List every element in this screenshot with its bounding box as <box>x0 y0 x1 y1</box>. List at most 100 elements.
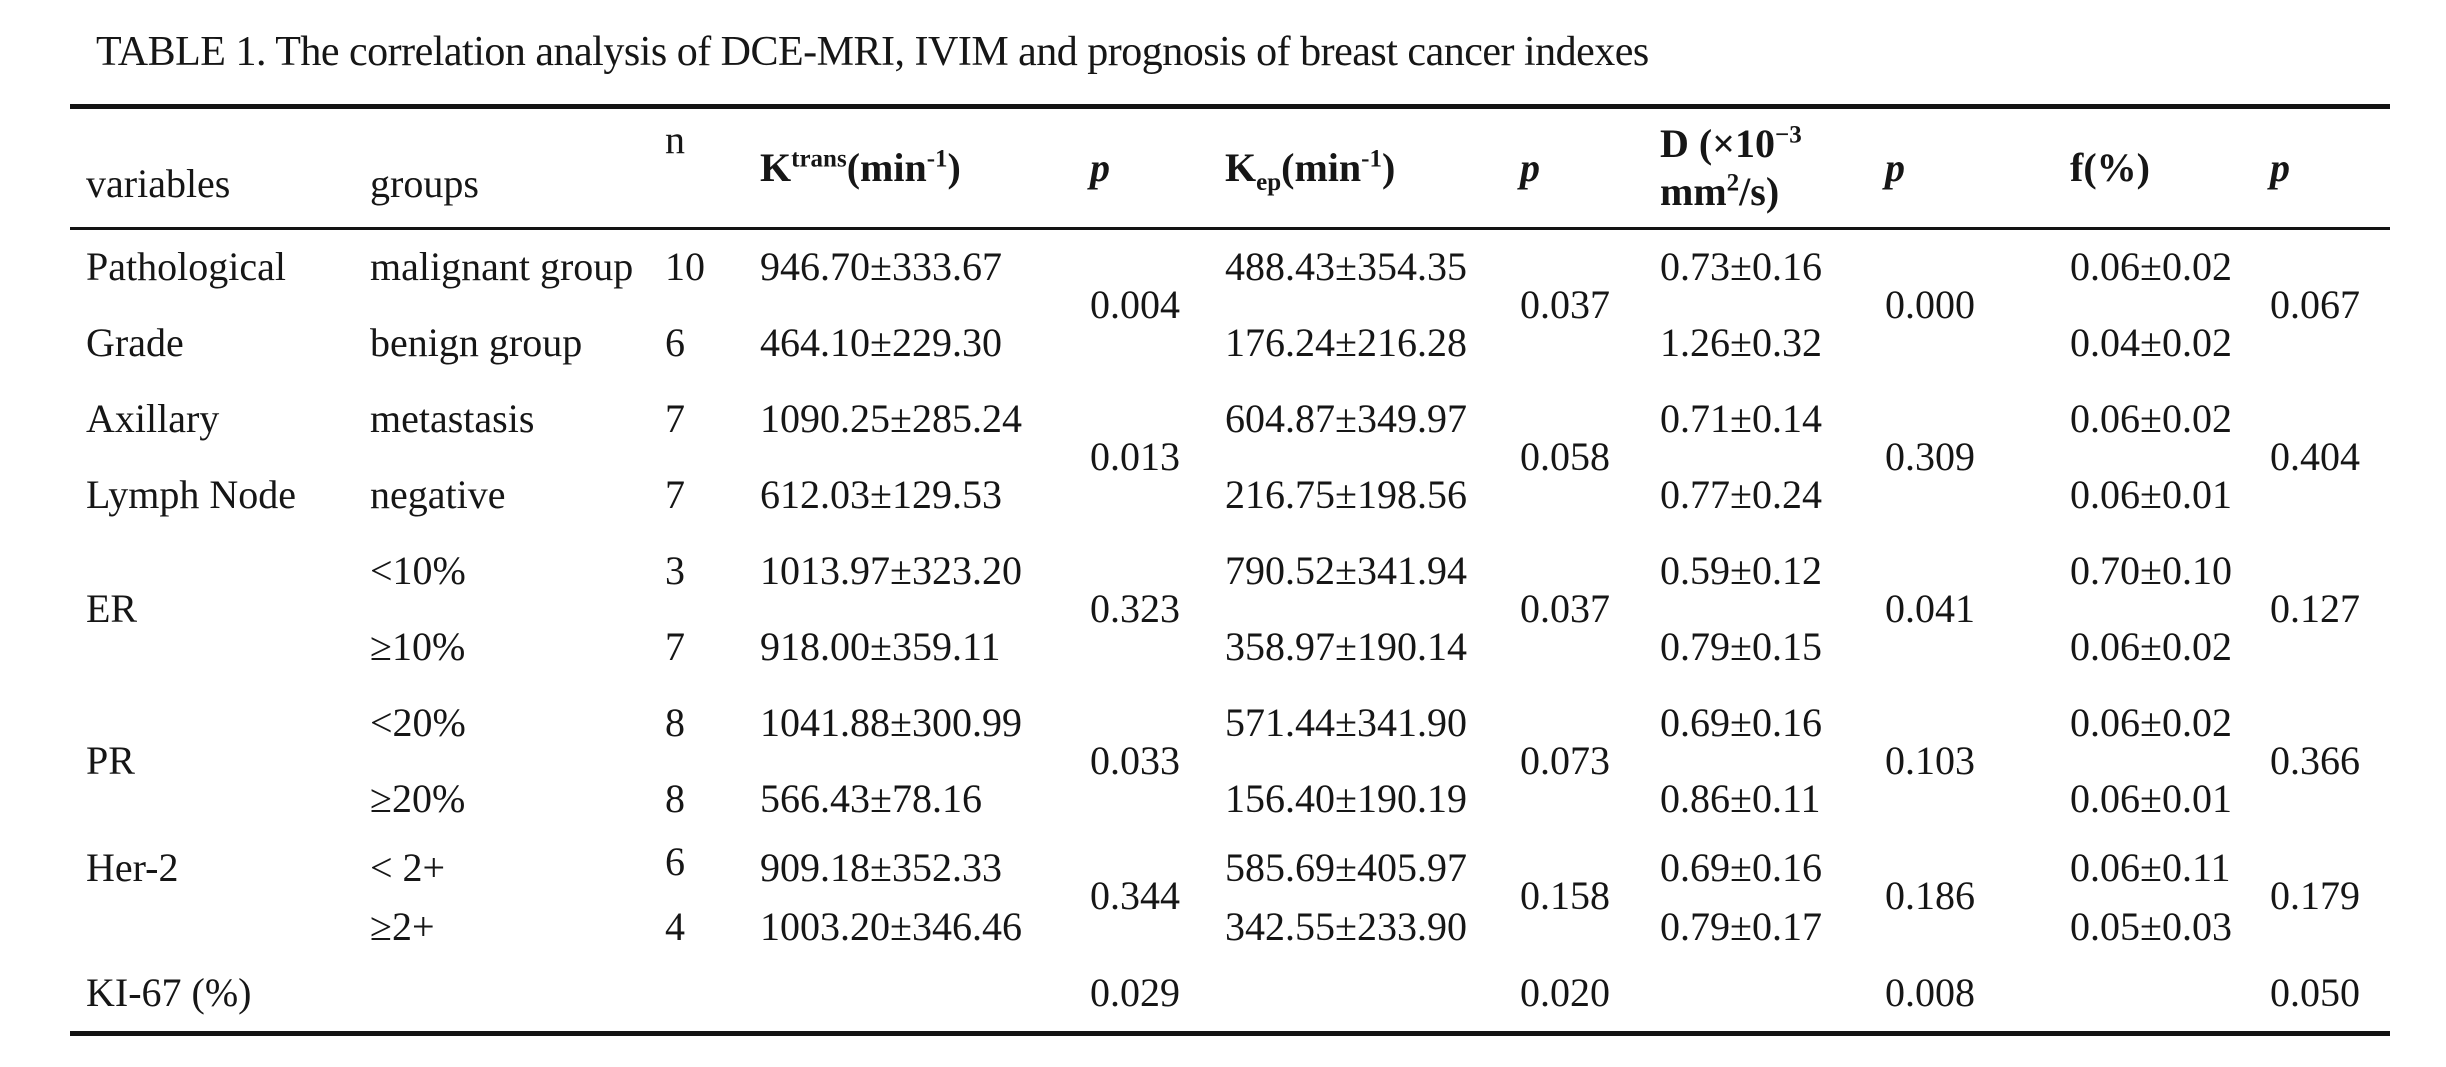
cell-f: 0.06±0.02 <box>2070 395 2232 441</box>
cell-p-kep: 0.058 <box>1520 433 1610 479</box>
cell-d: 0.59±0.12 <box>1660 547 1822 593</box>
header-row: variables groups n Ktrans(min-1) p Kep(m… <box>70 107 2390 229</box>
cell-variable: Lymph Node <box>86 471 296 517</box>
cell-group: ≥10% <box>370 623 466 669</box>
cell-f: 0.06±0.01 <box>2070 471 2232 517</box>
cell-n: 10 <box>665 244 705 290</box>
col-header-groups: groups <box>370 161 479 206</box>
cell-f: 0.06±0.02 <box>2070 699 2232 745</box>
col-header-variables: variables <box>86 161 231 206</box>
cell-kep: 176.24±216.28 <box>1225 319 1467 365</box>
cell-kep: 156.40±190.19 <box>1225 775 1467 821</box>
cell-p-d: 0.103 <box>1885 737 1975 783</box>
cell-empty <box>365 955 660 1034</box>
cell-p-f: 0.366 <box>2270 737 2360 783</box>
cell-variable: Her-2 <box>86 844 179 890</box>
cell-ktrans: 918.00±359.11 <box>760 623 1001 669</box>
kep-mid: (min <box>1281 145 1362 190</box>
cell-ktrans: 612.03±129.53 <box>760 471 1002 517</box>
d-header-line1: D (×10−3 <box>1660 120 1880 168</box>
cell-ktrans: 1041.88±300.99 <box>760 699 1022 745</box>
col-header-d: D (×10−3 mm2/s) <box>1655 107 1880 229</box>
kep-exp: -1 <box>1361 145 1382 173</box>
table-row: Pathological malignant group 10 946.70±3… <box>70 229 2390 327</box>
cell-kep: 571.44±341.90 <box>1225 699 1467 745</box>
ktrans-base: K <box>760 145 792 190</box>
d-header-line2: mm2/s) <box>1660 168 1880 216</box>
ktrans-mid: (min <box>846 145 927 190</box>
d-line2-base: mm <box>1660 169 1727 214</box>
cell-variable: ER <box>86 585 138 631</box>
cell-d: 0.86±0.11 <box>1660 775 1821 821</box>
cell-variable: KI-67 (%) <box>86 969 252 1015</box>
cell-f: 0.06±0.02 <box>2070 623 2232 669</box>
correlation-table: variables groups n Ktrans(min-1) p Kep(m… <box>70 104 2390 1036</box>
cell-p-f: 0.067 <box>2270 282 2360 328</box>
cell-ktrans: 909.18±352.33 <box>760 844 1002 890</box>
cell-f: 0.70±0.10 <box>2070 547 2232 593</box>
cell-group: metastasis <box>370 395 535 441</box>
col-header-p-f: p <box>2270 145 2290 190</box>
cell-group: negative <box>370 471 506 517</box>
cell-group: ≥2+ <box>370 903 435 949</box>
ktrans-sup: trans <box>791 145 847 173</box>
d-line2-rest: /s) <box>1739 169 1780 214</box>
cell-p-f: 0.404 <box>2270 433 2360 479</box>
cell-d: 0.71±0.14 <box>1660 395 1822 441</box>
cell-kep: 585.69±405.97 <box>1225 844 1467 890</box>
table-row: Grade benign group 6 464.10±229.30 176.2… <box>70 305 2390 381</box>
cell-p-ktrans: 0.013 <box>1090 433 1180 479</box>
d-line1-base: D (×10 <box>1660 121 1775 166</box>
cell-empty <box>1655 955 1880 1034</box>
cell-kep: 604.87±349.97 <box>1225 395 1467 441</box>
cell-n: 6 <box>665 319 685 365</box>
cell-variable: Grade <box>86 319 184 365</box>
table-row: PR <20% 8 1041.88±300.99 0.033 571.44±34… <box>70 685 2390 783</box>
cell-n: 7 <box>665 471 685 517</box>
cell-kep: 790.52±341.94 <box>1225 547 1467 593</box>
cell-ktrans: 1013.97±323.20 <box>760 547 1022 593</box>
cell-p-ktrans: 0.323 <box>1090 585 1180 631</box>
cell-ktrans: 464.10±229.30 <box>760 319 1002 365</box>
cell-d: 0.79±0.15 <box>1660 623 1822 669</box>
cell-n: 8 <box>665 699 685 745</box>
cell-p-kep: 0.037 <box>1520 282 1610 328</box>
col-header-p-ktrans: p <box>1090 145 1110 190</box>
cell-d: 1.26±0.32 <box>1660 319 1822 365</box>
cell-ktrans: 1090.25±285.24 <box>760 395 1022 441</box>
cell-p-f: 0.127 <box>2270 585 2360 631</box>
col-header-f: f(%) <box>2070 145 2150 190</box>
cell-p-f: 0.050 <box>2270 969 2360 1015</box>
kep-close: ) <box>1381 145 1396 190</box>
cell-n: 8 <box>665 775 685 821</box>
col-header-n: n <box>665 117 685 162</box>
cell-p-d: 0.008 <box>1885 969 1975 1015</box>
cell-group: <10% <box>370 547 466 593</box>
d-line2-sup: 2 <box>1726 169 1740 197</box>
cell-p-d: 0.041 <box>1885 585 1975 631</box>
table-row: KI-67 (%) 0.029 0.020 0.008 0.050 <box>70 955 2390 1034</box>
table-row: Her-2 < 2+ 6 909.18±352.33 0.344 585.69±… <box>70 837 2390 918</box>
cell-p-ktrans: 0.004 <box>1090 282 1180 328</box>
cell-ktrans: 946.70±333.67 <box>760 244 1002 290</box>
cell-empty <box>1220 955 1515 1034</box>
ktrans-exp: -1 <box>926 145 948 173</box>
cell-group: < 2+ <box>370 844 446 890</box>
cell-empty <box>755 955 1085 1034</box>
cell-p-d: 0.309 <box>1885 433 1975 479</box>
cell-d: 0.77±0.24 <box>1660 471 1822 517</box>
cell-variable: Pathological <box>86 244 286 290</box>
cell-f: 0.06±0.01 <box>2070 775 2232 821</box>
cell-n: 3 <box>665 547 685 593</box>
kep-sub: ep <box>1256 169 1282 196</box>
cell-d: 0.69±0.16 <box>1660 844 1822 890</box>
cell-p-kep: 0.037 <box>1520 585 1610 631</box>
ktrans-close: ) <box>947 145 961 190</box>
cell-f: 0.04±0.02 <box>2070 319 2232 365</box>
cell-p-ktrans: 0.033 <box>1090 737 1180 783</box>
cell-ktrans: 566.43±78.16 <box>760 775 982 821</box>
table-row: ≥2+ 4 1003.20±346.46 342.55±233.90 0.79±… <box>70 899 2390 955</box>
cell-group: malignant group <box>370 244 634 290</box>
cell-empty <box>660 955 755 1034</box>
cell-p-d: 0.000 <box>1885 282 1975 328</box>
